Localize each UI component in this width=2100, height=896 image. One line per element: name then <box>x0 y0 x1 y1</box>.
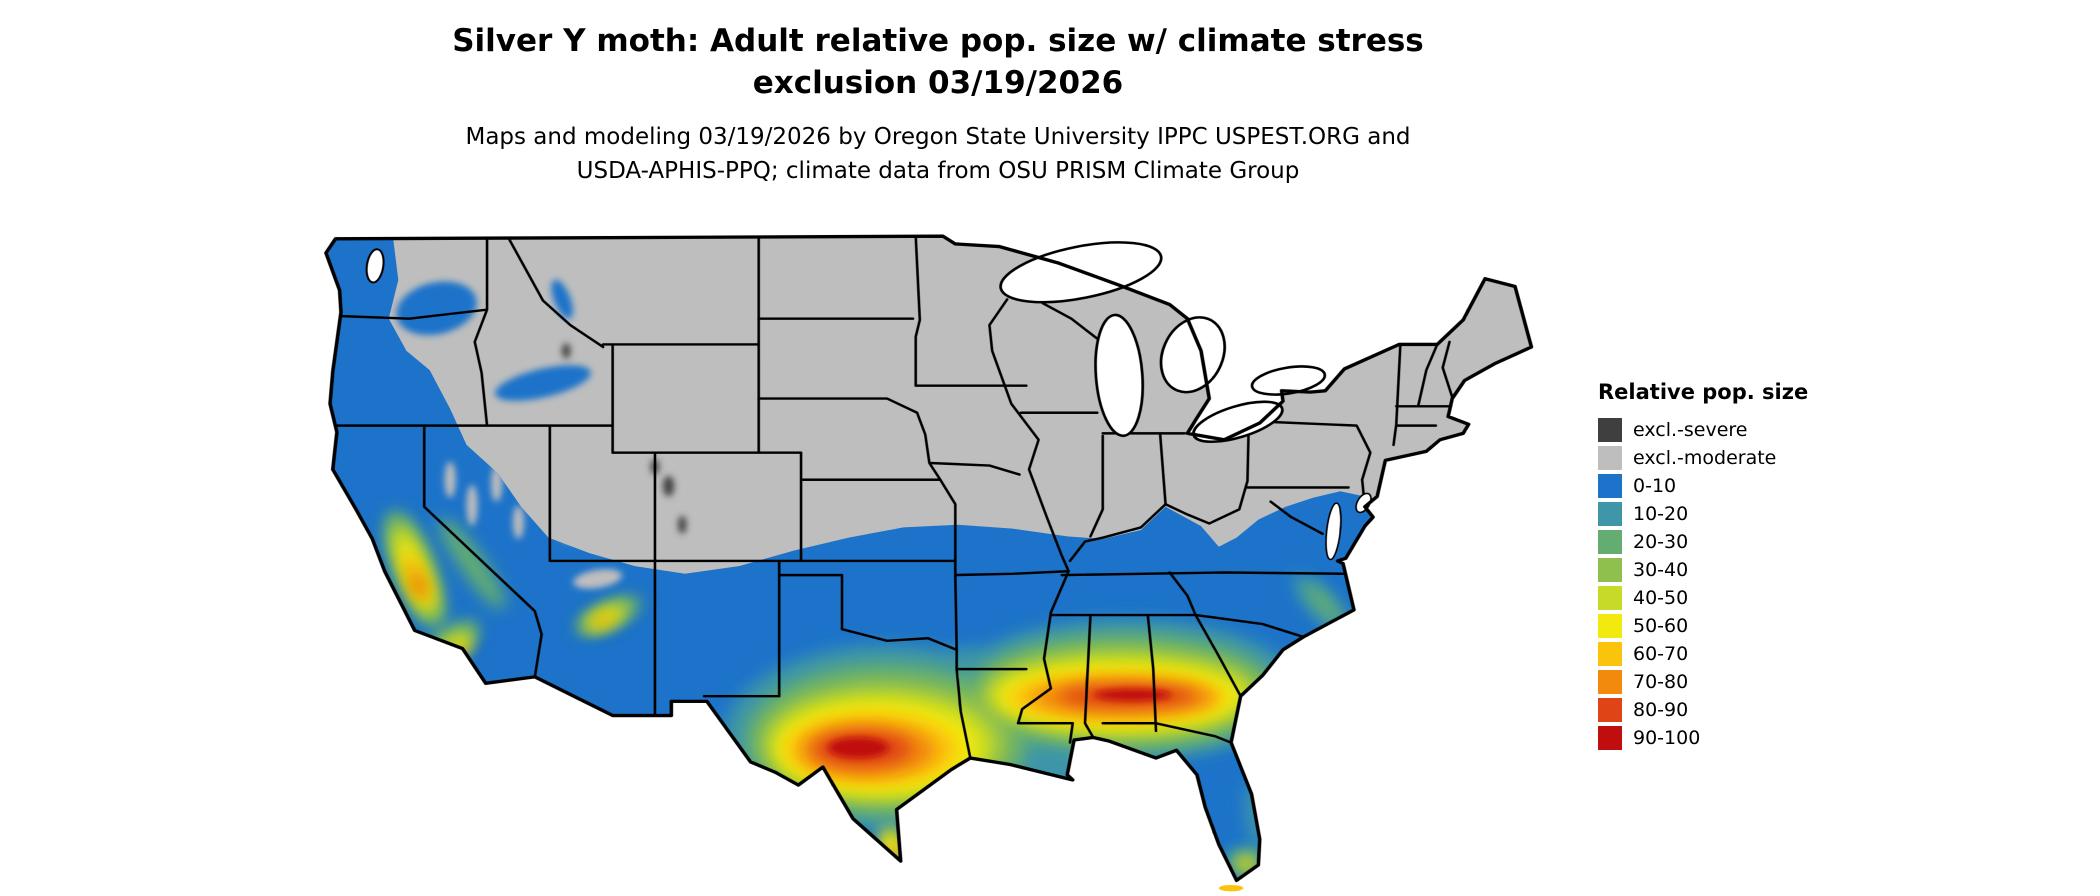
legend-swatch <box>1598 586 1622 610</box>
legend-label: excl.-severe <box>1633 419 1748 441</box>
legend-item: 70-80 <box>1598 668 1808 696</box>
legend-item: 30-40 <box>1598 556 1808 584</box>
legend-item: 40-50 <box>1598 584 1808 612</box>
legend-swatch <box>1598 474 1622 498</box>
legend-item: 10-20 <box>1598 500 1808 528</box>
legend-item: 90-100 <box>1598 724 1808 752</box>
legend-label: 50-60 <box>1633 615 1689 637</box>
legend-swatch <box>1598 698 1622 722</box>
legend-label: 20-30 <box>1633 531 1689 553</box>
header: Silver Y moth: Adult relative pop. size … <box>338 20 1538 188</box>
us-map <box>324 234 1534 892</box>
lake-ontario-icon <box>1250 365 1327 396</box>
legend-swatch <box>1598 642 1622 666</box>
legend-label: 0-10 <box>1633 475 1677 497</box>
chesapeake-bay-icon <box>1325 502 1342 561</box>
legend-swatch <box>1598 418 1622 442</box>
legend-swatch <box>1598 670 1622 694</box>
legend-label: 70-80 <box>1633 671 1689 693</box>
legend-item: 60-70 <box>1598 640 1808 668</box>
legend-swatch <box>1598 502 1622 526</box>
florida-keys-icon <box>1218 884 1244 892</box>
us-map-container <box>300 222 1556 892</box>
map-region-90-100 <box>828 689 1172 758</box>
map-region-low-pop-valleys <box>396 279 591 401</box>
lake-huron-icon <box>1159 316 1227 394</box>
legend-item: excl.-moderate <box>1598 444 1808 472</box>
map-title-line2: exclusion 03/19/2026 <box>752 65 1124 101</box>
legend-item: 80-90 <box>1598 696 1808 724</box>
map-subtitle: Maps and modeling 03/19/2026 by Oregon S… <box>338 120 1538 188</box>
map-subtitle-line1: Maps and modeling 03/19/2026 by Oregon S… <box>465 124 1411 150</box>
legend-item: excl.-severe <box>1598 416 1808 444</box>
legend-item: 50-60 <box>1598 612 1808 640</box>
state-borders <box>330 236 1454 760</box>
map-title: Silver Y moth: Adult relative pop. size … <box>338 20 1538 104</box>
legend-swatch <box>1598 446 1622 470</box>
legend-label: 90-100 <box>1633 727 1701 749</box>
legend-label: 10-20 <box>1633 503 1689 525</box>
legend-label: 30-40 <box>1633 559 1689 581</box>
puget-sound-icon <box>365 248 385 284</box>
legend-label: 60-70 <box>1633 643 1689 665</box>
legend: Relative pop. size excl.-severe excl.-mo… <box>1598 380 1808 752</box>
legend-swatch <box>1598 726 1622 750</box>
legend-swatch <box>1598 530 1622 554</box>
lake-michigan-icon <box>1094 313 1145 438</box>
legend-title: Relative pop. size <box>1598 380 1809 404</box>
legend-label: 80-90 <box>1633 699 1689 721</box>
us-outline <box>324 234 1534 883</box>
map-region-excl-moderate-ranges <box>444 461 625 589</box>
legend-item: 20-30 <box>1598 528 1808 556</box>
map-subtitle-line2: USDA-APHIS-PPQ; climate data from OSU PR… <box>576 158 1300 184</box>
legend-swatch <box>1598 614 1622 638</box>
map-title-line1: Silver Y moth: Adult relative pop. size … <box>452 23 1424 59</box>
legend-label: 40-50 <box>1633 587 1689 609</box>
legend-label: excl.-moderate <box>1633 447 1777 469</box>
legend-item: 0-10 <box>1598 472 1808 500</box>
legend-swatch <box>1598 558 1622 582</box>
